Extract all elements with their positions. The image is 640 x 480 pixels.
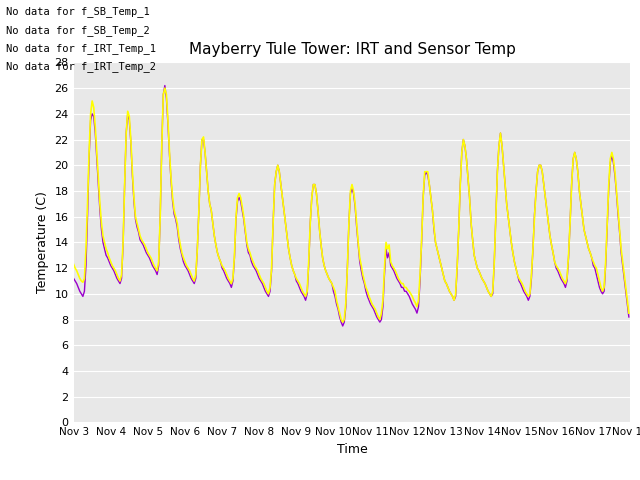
Y-axis label: Temperature (C): Temperature (C): [36, 192, 49, 293]
Text: No data for f_IRT_Temp_2: No data for f_IRT_Temp_2: [6, 61, 156, 72]
Text: No data for f_IRT_Temp_1: No data for f_IRT_Temp_1: [6, 43, 156, 54]
X-axis label: Time: Time: [337, 443, 367, 456]
Text: No data for f_SB_Temp_2: No data for f_SB_Temp_2: [6, 24, 150, 36]
Title: Mayberry Tule Tower: IRT and Sensor Temp: Mayberry Tule Tower: IRT and Sensor Temp: [189, 42, 515, 57]
Text: No data for f_SB_Temp_1: No data for f_SB_Temp_1: [6, 6, 150, 17]
